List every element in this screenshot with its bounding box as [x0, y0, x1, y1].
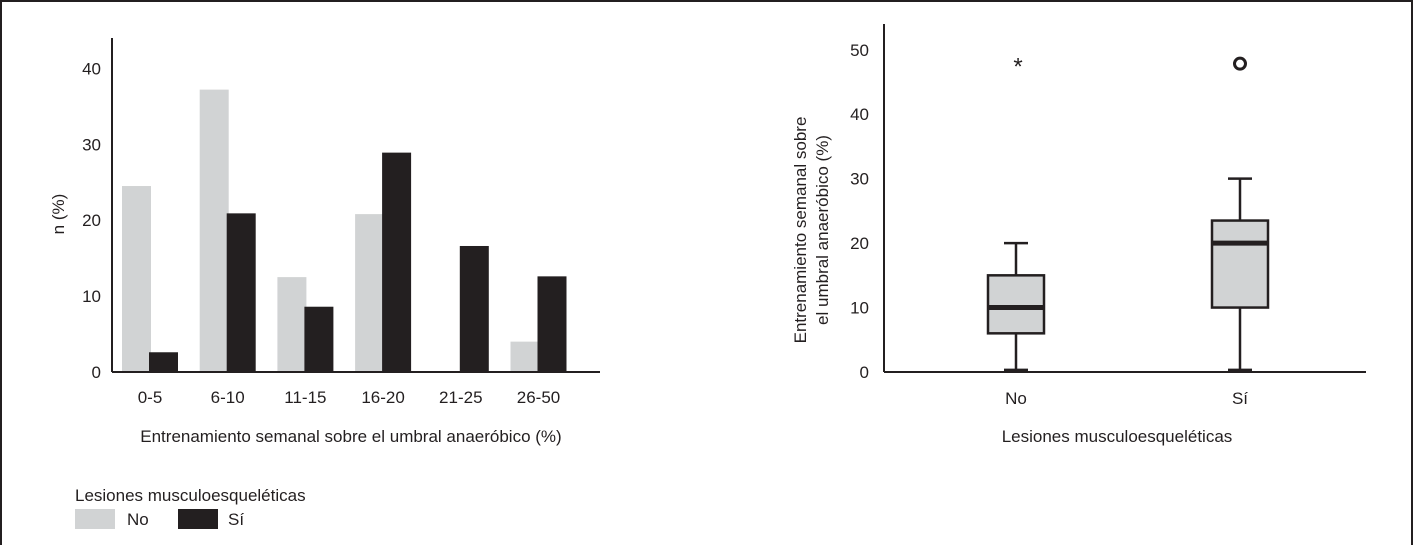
bar-no-16-20: [355, 214, 385, 372]
legend-title: Lesiones musculoesqueléticas: [75, 486, 306, 505]
legend: Lesiones musculoesqueléticas No Sí: [75, 486, 306, 529]
bar-si-11-15: [304, 306, 334, 372]
bar-si-6-10: [226, 213, 256, 372]
legend-label-no: No: [127, 510, 149, 529]
bar-x-tick-label: 16-20: [361, 388, 404, 407]
bar-y-tick-label: 0: [92, 363, 101, 382]
bar-no-11-15: [277, 277, 307, 372]
box-y-tick-label: 30: [850, 170, 869, 189]
bar-no-6-10: [199, 89, 229, 373]
bar-chart: 0 10 20 30 40 0-5 6-10 11-15 16-20 21-25 26-50 n …: [49, 38, 600, 529]
bar-y-tick-label: 10: [82, 287, 101, 306]
bar-y-tick-label: 20: [82, 211, 101, 230]
box-marks: *: [986, 54, 1270, 372]
bar-x-tick-label: 11-15: [284, 388, 326, 407]
box-x-tick-labels: No Sí: [1005, 389, 1248, 408]
legend-swatch-si: [178, 509, 218, 529]
bar-y-tick-label: 30: [82, 135, 101, 154]
bar-x-tick-label: 6-10: [211, 388, 245, 407]
legend-label-si: Sí: [228, 510, 244, 529]
bar-x-tick-labels: 0-5 6-10 11-15 16-20 21-25 26-50: [138, 388, 561, 407]
box-plot: * 0 10 20 30 40 50 No Sí Entrenamiento semanal…: [791, 24, 1366, 446]
bar-si-21-25: [459, 245, 489, 372]
bar-no-26-50: [510, 341, 540, 372]
box-no-outlier-asterisk: *: [1013, 54, 1022, 81]
bar-x-tick-label: 21-25: [439, 388, 482, 407]
bar-marks: [122, 89, 567, 373]
bar-y-tick-label: 40: [82, 59, 101, 78]
box-y-axis-title-line-2: el umbral anaeróbico (%): [813, 135, 832, 325]
box-x-tick-label: No: [1005, 389, 1027, 408]
box-x-tick-label: Sí: [1232, 389, 1248, 408]
box-y-tick-label: 40: [850, 105, 869, 124]
bar-si-16-20: [382, 152, 412, 372]
box-y-tick-label: 20: [850, 234, 869, 253]
box-y-tick-label: 0: [860, 363, 869, 382]
bar-si-26-50: [537, 276, 567, 372]
box-y-tick-labels: 0 10 20 30 40 50: [850, 41, 869, 382]
bar-no-0-5: [122, 186, 151, 372]
bar-y-tick-labels: 0 10 20 30 40: [82, 59, 101, 382]
bar-si-0-5: [149, 352, 178, 372]
box-y-tick-label: 50: [850, 41, 869, 60]
box-y-axis-title-line-1: Entrenamiento semanal sobre: [791, 117, 810, 344]
box-y-tick-label: 10: [850, 299, 869, 318]
bar-y-axis-title: n (%): [49, 194, 68, 235]
box-y-axis-title: Entrenamiento semanal sobre el umbral an…: [791, 117, 832, 344]
bar-x-tick-label: 0-5: [138, 388, 163, 407]
bar-x-tick-label: 26-50: [517, 388, 560, 407]
box-x-axis-title: Lesiones musculoesqueléticas: [1002, 427, 1233, 446]
box-si-outlier-circle: [1233, 56, 1247, 71]
legend-swatch-no: [75, 509, 115, 529]
box-si-iqr: [1210, 219, 1270, 309]
bar-x-axis-title: Entrenamiento semanal sobre el umbral an…: [140, 427, 561, 446]
box-no-iqr: [986, 274, 1046, 335]
